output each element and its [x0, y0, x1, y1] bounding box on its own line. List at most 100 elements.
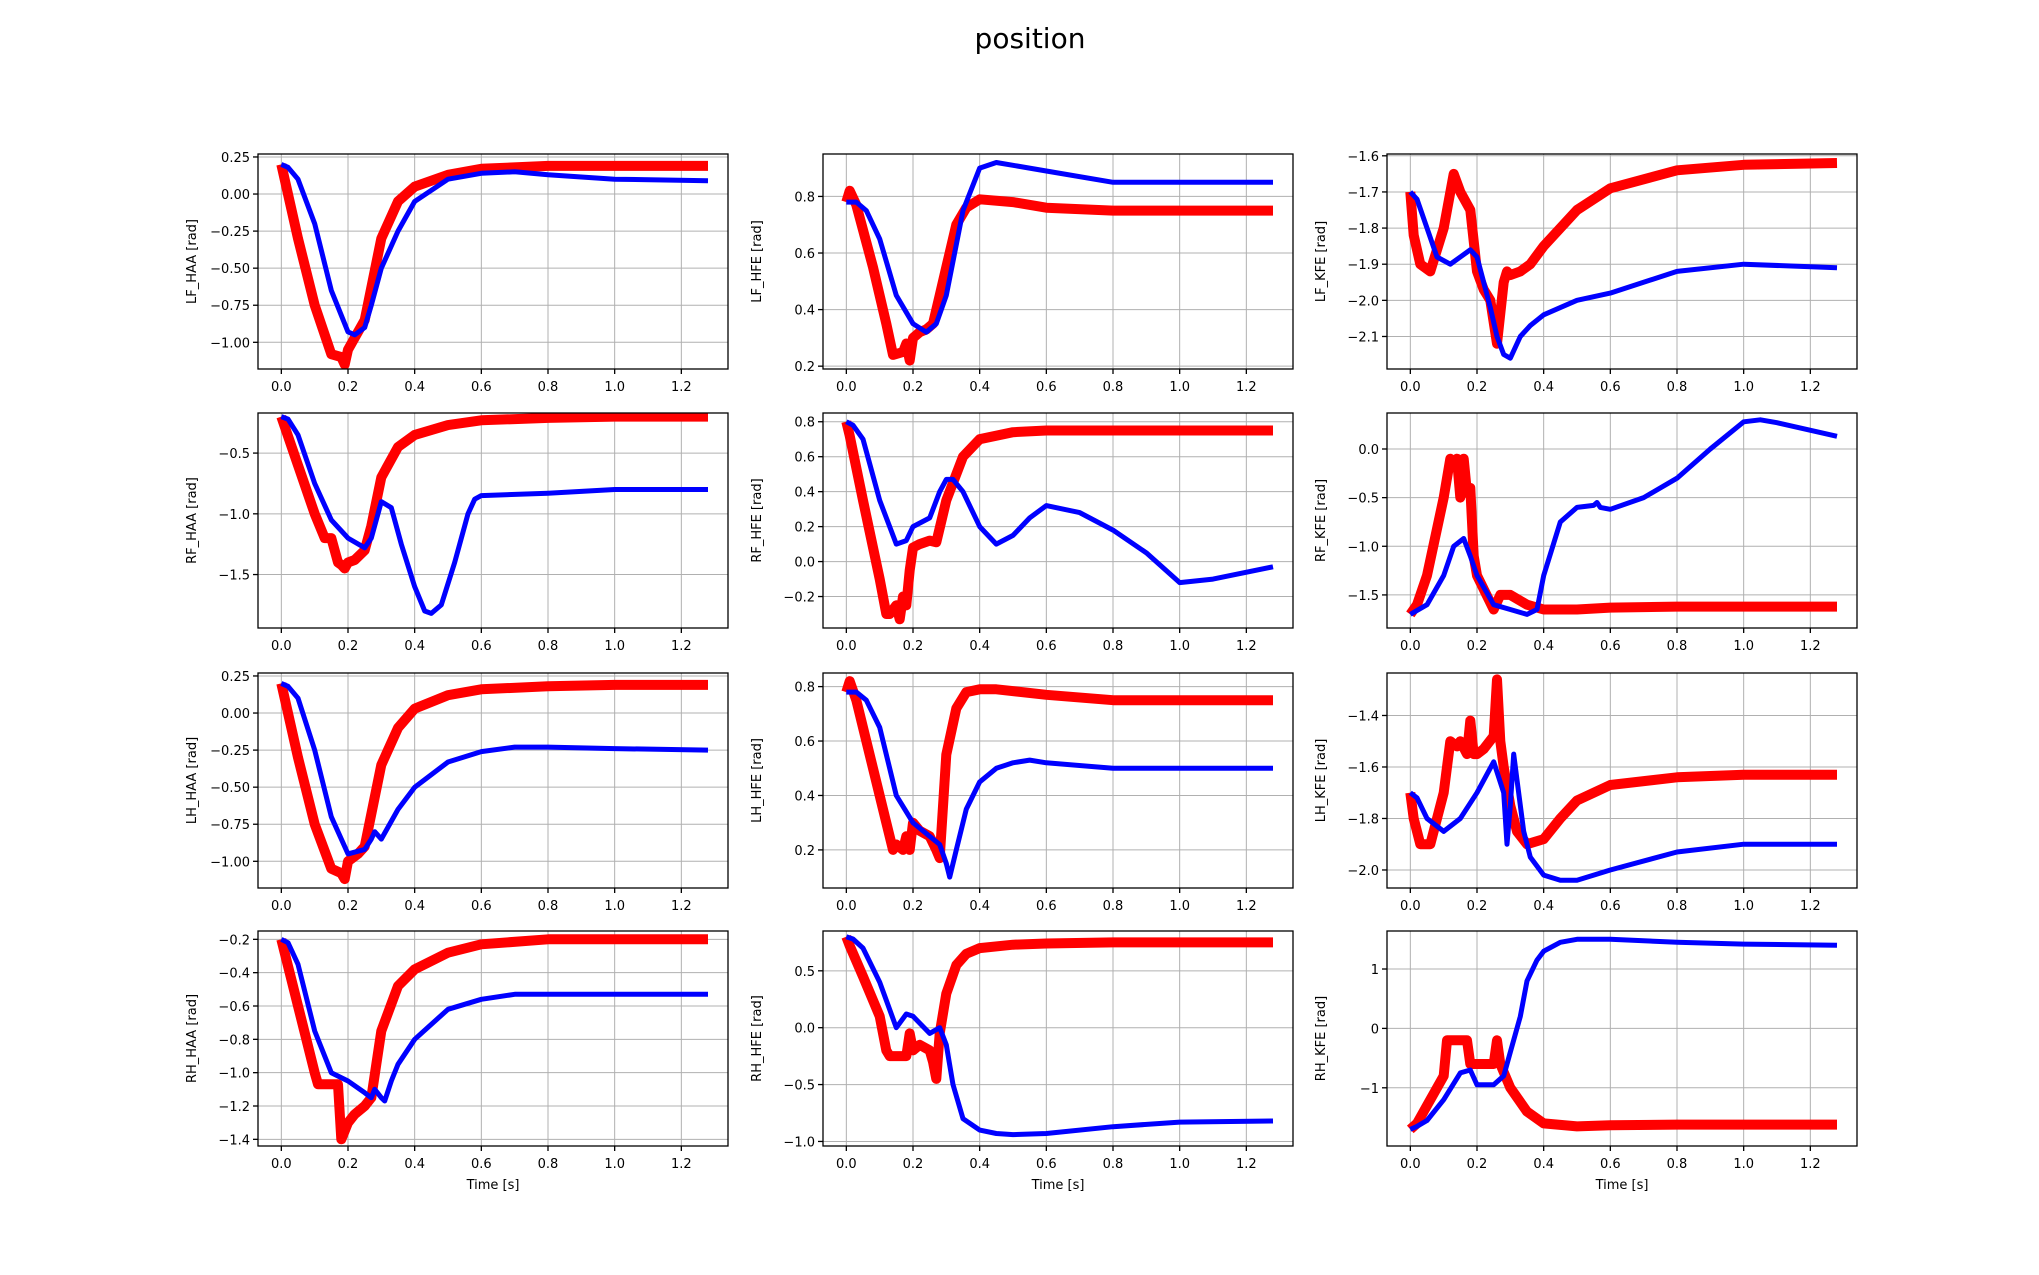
- series-line-blue: [1409, 936, 1838, 1132]
- x-axis-label: Time [s]: [1031, 1178, 1085, 1193]
- y-tick-label: 0.6: [794, 247, 815, 262]
- axes-frame: [822, 412, 1294, 629]
- x-tick-label: 0.6: [1036, 639, 1057, 654]
- x-tick-label: 0.8: [1103, 1157, 1124, 1172]
- y-tick-label: −0.6: [218, 1000, 250, 1015]
- x-tick-label: 0.0: [1400, 1157, 1421, 1172]
- x-tick-label: 0.4: [404, 380, 425, 395]
- x-tick-label: 0.4: [1533, 899, 1554, 914]
- x-tick-label: 0.0: [271, 380, 292, 395]
- y-tick-label: 0.8: [794, 190, 815, 205]
- x-tick-label: 0.6: [1600, 1157, 1621, 1172]
- x-tick-label: 0.2: [903, 899, 924, 914]
- subplot-5: 0.0 0.2 0.4 0.6 0.8 1.0 1.2 0.8 0.6 0.4 0.2 0.0 −0.2…: [750, 412, 1294, 654]
- x-tick-label: 0.0: [271, 899, 292, 914]
- y-axis-label: LH_KFE [rad]: [1314, 739, 1329, 823]
- x-tick-label: 0.4: [404, 899, 425, 914]
- subplot-11: 0.0 0.2 0.4 0.6 0.8 1.0 1.2 0.5 0.0 −0.5 −1.0 RH_HF…: [750, 930, 1294, 1193]
- x-tick-label: 0.4: [404, 639, 425, 654]
- subplot-2: 0.0 0.2 0.4 0.6 0.8 1.0 1.2 0.8 0.6 0.4 0.2 LF_HFE …: [750, 153, 1294, 395]
- series-line-blue: [845, 419, 1274, 586]
- x-tick-label: 0.0: [1400, 639, 1421, 654]
- x-tick-label: 0.8: [1103, 899, 1124, 914]
- x-tick-label: 1.2: [671, 639, 692, 654]
- x-tick-label: 0.2: [338, 1157, 359, 1172]
- y-tick-label: −0.75: [210, 299, 250, 314]
- series-line-red: [841, 420, 1273, 625]
- x-tick-label: 1.2: [671, 1157, 692, 1172]
- y-tick-label: 0.2: [794, 521, 815, 536]
- y-axis-label: RF_HFE [rad]: [750, 478, 765, 562]
- x-tick-label: 0.2: [338, 639, 359, 654]
- x-tick-label: 0.4: [1533, 639, 1554, 654]
- x-tick-label: 1.2: [1800, 639, 1821, 654]
- x-tick-label: 0.8: [1667, 899, 1688, 914]
- figure-title: position: [975, 22, 1086, 55]
- x-tick-label: 0.6: [471, 899, 492, 914]
- y-tick-label: −1.2: [218, 1100, 250, 1115]
- y-axis-label: LH_HAA [rad]: [185, 737, 200, 824]
- series-line-blue: [280, 162, 709, 338]
- x-tick-label: 0.4: [1533, 380, 1554, 395]
- x-tick-label: 0.2: [338, 380, 359, 395]
- subplot-3: 0.0 0.2 0.4 0.6 0.8 1.0 1.2 −1.6 −1.7 −1.8 −1.9 −2.…: [1314, 150, 1858, 395]
- y-tick-label: −1.0: [783, 1135, 815, 1150]
- x-tick-label: 1.2: [671, 380, 692, 395]
- y-tick-label: 1: [1371, 963, 1379, 978]
- series-line-blue: [280, 681, 709, 857]
- y-tick-label: −1.6: [1347, 150, 1379, 165]
- y-tick-label: 0.0: [1358, 443, 1379, 458]
- series-line-red: [276, 934, 708, 1145]
- x-tick-label: 1.0: [1733, 380, 1754, 395]
- y-tick-label: 0.6: [794, 451, 815, 466]
- y-tick-label: −2.0: [1347, 294, 1379, 309]
- axes-frame: [1386, 153, 1858, 370]
- series-line-red: [1405, 158, 1838, 349]
- series-line-blue: [846, 689, 1273, 880]
- x-tick-label: 1.0: [1733, 899, 1754, 914]
- y-tick-label: −1.00: [210, 336, 250, 351]
- x-tick-label: 1.0: [1733, 1157, 1754, 1172]
- y-tick-label: 0.0: [794, 1022, 815, 1037]
- x-tick-label: 1.0: [604, 639, 625, 654]
- y-tick-label: −1.5: [1347, 589, 1379, 604]
- y-axis-label: RH_HFE [rad]: [750, 995, 765, 1082]
- axes-frame: [822, 672, 1294, 889]
- y-tick-label: −0.25: [210, 744, 250, 759]
- x-tick-label: 1.0: [1169, 899, 1190, 914]
- x-tick-label: 0.2: [903, 1157, 924, 1172]
- x-tick-label: 1.2: [1236, 380, 1257, 395]
- x-tick-label: 0.6: [1036, 899, 1057, 914]
- x-tick-label: 0.6: [1600, 899, 1621, 914]
- axes-frame: [257, 412, 729, 629]
- x-tick-label: 0.4: [1533, 1157, 1554, 1172]
- y-tick-label: −1.4: [1347, 709, 1379, 724]
- x-tick-label: 0.8: [538, 380, 559, 395]
- x-tick-label: 0.2: [1467, 380, 1488, 395]
- y-tick-label: 0: [1371, 1022, 1379, 1037]
- y-tick-label: −0.2: [783, 591, 815, 606]
- series-line-blue: [280, 414, 708, 616]
- x-tick-label: 0.2: [903, 380, 924, 395]
- y-axis-label: RF_HAA [rad]: [185, 477, 200, 564]
- y-axis-label: LH_HFE [rad]: [750, 738, 765, 823]
- x-axis-label: Time [s]: [1595, 1178, 1649, 1193]
- x-tick-label: 0.4: [969, 1157, 990, 1172]
- x-tick-label: 0.8: [538, 1157, 559, 1172]
- y-tick-label: 0.00: [221, 707, 250, 722]
- x-tick-label: 0.0: [836, 1157, 857, 1172]
- y-tick-label: −0.5: [783, 1079, 815, 1094]
- axes-frame: [822, 930, 1294, 1147]
- x-tick-label: 1.2: [1236, 639, 1257, 654]
- x-tick-label: 1.0: [1733, 639, 1754, 654]
- x-tick-label: 0.6: [471, 1157, 492, 1172]
- x-tick-label: 0.6: [471, 639, 492, 654]
- y-tick-label: −0.8: [218, 1033, 250, 1048]
- x-tick-label: 0.2: [338, 899, 359, 914]
- y-tick-label: −1: [1360, 1082, 1379, 1097]
- x-tick-label: 0.2: [1467, 1157, 1488, 1172]
- y-tick-label: 0.4: [794, 789, 815, 804]
- series-line-blue: [280, 937, 708, 1104]
- x-tick-label: 0.0: [1400, 899, 1421, 914]
- y-tick-label: 0.8: [794, 416, 815, 431]
